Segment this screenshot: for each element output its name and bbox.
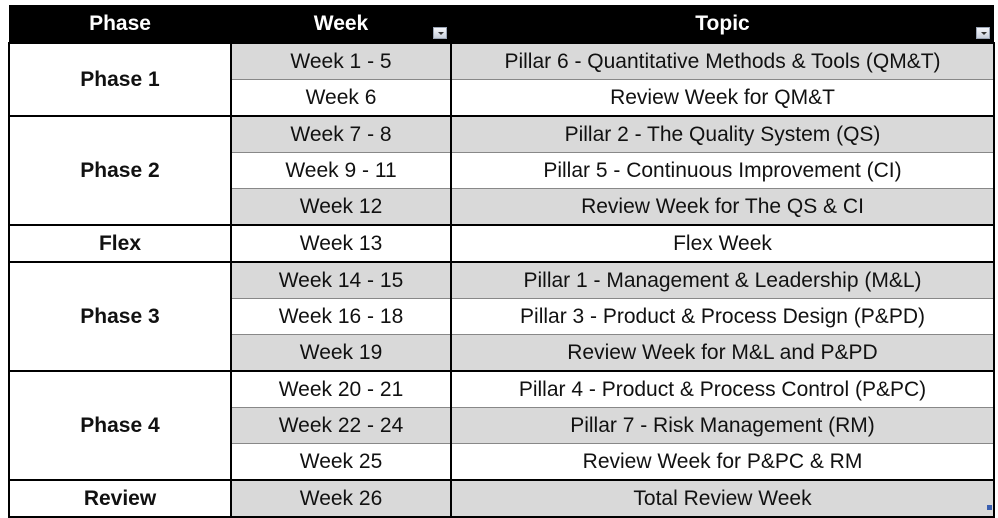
table-resize-handle-icon[interactable] bbox=[987, 505, 992, 510]
week-cell: Week 16 - 18 bbox=[230, 298, 452, 335]
header-week-label: Week bbox=[313, 11, 369, 35]
week-filter-dropdown-icon[interactable] bbox=[433, 27, 447, 39]
week-cell: Week 26 bbox=[230, 479, 452, 518]
table-row: Phase 3 Week 14 - 15 Pillar 1 - Management… bbox=[8, 261, 995, 372]
topic-cell: Review Week for The QS & CI bbox=[450, 188, 995, 226]
header-phase-label: Phase bbox=[89, 11, 151, 35]
table-row: Review Week 26 Total Review Week bbox=[8, 479, 995, 518]
week-cell: Week 12 bbox=[230, 188, 452, 226]
topic-filter-dropdown-icon[interactable] bbox=[976, 27, 990, 39]
phase-cell: Flex bbox=[8, 224, 232, 263]
table-row: Phase 4 Week 20 - 21 Pillar 4 - Product & … bbox=[8, 370, 995, 481]
week-cell: Week 20 - 21 bbox=[230, 370, 452, 408]
phase-cell: Review bbox=[8, 479, 232, 518]
topic-cell: Total Review Week bbox=[450, 479, 995, 518]
table-row: Flex Week 13 Flex Week bbox=[8, 224, 995, 263]
topic-cell: Review Week for M&L and P&PD bbox=[450, 334, 995, 372]
topic-cell: Pillar 3 - Product & Process Design (P&P… bbox=[450, 298, 995, 335]
table-row: Week 9 - 11 Pillar 5 - Continuous Improve… bbox=[9, 152, 995, 189]
topic-cell: Flex Week bbox=[450, 224, 995, 263]
phase-cell: Phase 1 bbox=[8, 42, 232, 117]
table-row: Phase 2 Week 7 - 8 Pillar 2 - The Quality … bbox=[8, 115, 995, 226]
topic-cell: Pillar 1 - Management & Leadership (M&L) bbox=[450, 261, 995, 299]
phase-cell: Phase 4 bbox=[8, 370, 232, 481]
table-row: Week 16 - 18 Pillar 3 - Product & Process… bbox=[9, 298, 995, 335]
schedule-table: Phase Week Topic Phase 1 Week 1 - 5 Pillar… bbox=[8, 5, 995, 518]
header-week: Week bbox=[231, 5, 451, 43]
topic-cell: Pillar 7 - Risk Management (RM) bbox=[450, 407, 995, 444]
topic-cell: Pillar 6 - Quantitative Methods & Tools … bbox=[450, 42, 995, 80]
topic-cell: Pillar 4 - Product & Process Control (P&… bbox=[450, 370, 995, 408]
table-row: Week 19 Review Week for M&L and P&PD bbox=[9, 334, 995, 372]
week-cell: Week 7 - 8 bbox=[230, 115, 452, 153]
header-topic: Topic bbox=[451, 5, 994, 43]
topic-cell: Pillar 5 - Continuous Improvement (CI) bbox=[450, 152, 995, 189]
header-topic-label: Topic bbox=[695, 11, 750, 35]
table-row: Week 12 Review Week for The QS & CI bbox=[9, 188, 995, 226]
table-row: Week 25 Review Week for P&PC & RM bbox=[9, 443, 995, 481]
week-cell: Week 1 - 5 bbox=[230, 42, 452, 80]
week-cell: Week 6 bbox=[230, 79, 452, 117]
week-cell: Week 25 bbox=[230, 443, 452, 481]
week-cell: Week 22 - 24 bbox=[230, 407, 452, 444]
table-row: Week 22 - 24 Pillar 7 - Risk Management (… bbox=[9, 407, 995, 444]
topic-cell: Review Week for QM&T bbox=[450, 79, 995, 117]
week-cell: Week 19 bbox=[230, 334, 452, 372]
table-row: Phase 1 Week 1 - 5 Pillar 6 - Quantitative… bbox=[8, 42, 995, 117]
header-phase: Phase bbox=[9, 5, 231, 43]
topic-cell: Review Week for P&PC & RM bbox=[450, 443, 995, 481]
week-cell: Week 9 - 11 bbox=[230, 152, 452, 189]
phase-cell: Phase 2 bbox=[8, 115, 232, 226]
week-cell: Week 13 bbox=[230, 224, 452, 263]
week-cell: Week 14 - 15 bbox=[230, 261, 452, 299]
topic-cell: Pillar 2 - The Quality System (QS) bbox=[450, 115, 995, 153]
phase-cell: Phase 3 bbox=[8, 261, 232, 372]
table-row: Week 6 Review Week for QM&T bbox=[9, 79, 995, 117]
header-row: Phase Week Topic bbox=[9, 5, 994, 43]
